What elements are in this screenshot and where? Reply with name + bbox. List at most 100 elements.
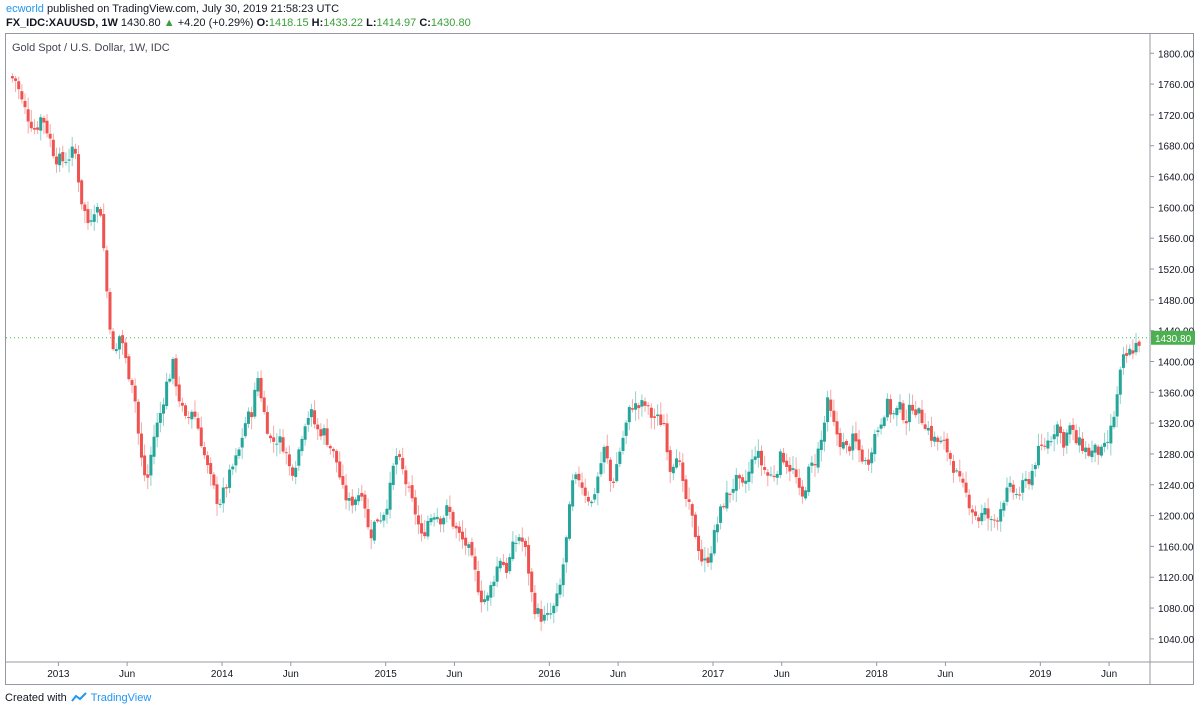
candle-body <box>561 564 565 586</box>
candle-body <box>105 250 109 292</box>
open-label: O: <box>256 17 269 29</box>
candle-body <box>394 455 398 465</box>
candle-body <box>309 409 313 418</box>
candle-body <box>996 520 1000 522</box>
candle-body <box>1074 430 1078 444</box>
candle-body <box>596 476 600 494</box>
candle-body <box>706 557 710 563</box>
y-tick-label: 1520.00 <box>1158 265 1195 276</box>
candle-body <box>848 446 852 452</box>
tradingview-brand[interactable]: TradingView <box>90 692 152 704</box>
candle-body <box>933 436 937 442</box>
candle-body <box>376 519 380 522</box>
candle-body <box>1005 487 1009 502</box>
candle-body <box>353 499 357 505</box>
candle-body <box>193 411 197 417</box>
candle-body <box>322 428 326 436</box>
candle-body <box>564 537 568 563</box>
candle-body <box>1055 424 1059 437</box>
candle-body <box>668 450 672 472</box>
candle-body <box>319 429 323 437</box>
candle-body <box>1036 445 1040 466</box>
candle-body <box>442 517 446 525</box>
candle-body <box>423 532 427 537</box>
candle-body <box>1040 444 1044 446</box>
symbol-label: FX_IDC:XAUUSD, 1W <box>6 17 118 29</box>
x-tick-label: 2019 <box>1029 669 1052 680</box>
candle-body <box>479 590 483 603</box>
candle-body <box>303 426 307 440</box>
candle-body <box>460 531 464 540</box>
candle-body <box>882 417 886 427</box>
candle-body <box>325 428 329 445</box>
candle-body <box>851 433 855 451</box>
candle-body <box>719 506 723 523</box>
candle-body <box>86 209 90 224</box>
candle-body <box>83 204 87 211</box>
candle-body <box>501 561 505 565</box>
candle-body <box>1131 350 1135 354</box>
candle-body <box>652 416 656 418</box>
candle-body <box>498 560 502 569</box>
y-tick-label: 1080.00 <box>1158 604 1195 615</box>
candle-body <box>177 384 181 402</box>
candle-body <box>1112 416 1116 428</box>
candle-body <box>1043 445 1047 447</box>
candle-body <box>237 449 241 456</box>
candle-body <box>133 385 137 402</box>
candle-body <box>580 482 584 488</box>
x-tick-label: Jun <box>774 669 790 680</box>
candle-body <box>272 437 276 442</box>
author-link[interactable]: ecworld <box>6 3 44 15</box>
candle-body <box>517 537 521 541</box>
y-tick-label: 1760.00 <box>1158 80 1195 91</box>
candle-body <box>1118 369 1122 395</box>
candle-body <box>92 214 96 222</box>
candle-body <box>841 442 845 449</box>
candle-body <box>542 614 546 621</box>
candle-body <box>420 523 424 534</box>
candle-body <box>772 475 776 478</box>
candle-body <box>700 549 704 562</box>
chart-frame[interactable] <box>5 33 1194 685</box>
candle-body <box>168 378 172 382</box>
candle-body <box>675 458 679 468</box>
candle-body <box>876 430 880 433</box>
candle-body <box>218 503 222 505</box>
candle-body <box>747 471 751 482</box>
candle-body <box>158 413 162 423</box>
y-tick-label: 1280.00 <box>1158 450 1195 461</box>
last-price-label: 1430.80 <box>1155 334 1192 345</box>
candle-body <box>939 440 943 443</box>
x-tick-label: Jun <box>937 669 953 680</box>
candle-body <box>152 436 156 457</box>
y-tick-label: 1680.00 <box>1158 142 1195 153</box>
candle-body <box>756 450 760 458</box>
last-price-tag <box>1151 330 1195 345</box>
candle-body <box>363 494 367 509</box>
last-price: 1430.80 <box>120 17 161 29</box>
candle-body <box>1090 450 1094 458</box>
candle-body <box>1121 354 1125 368</box>
candle-body <box>1033 465 1037 470</box>
candle-body <box>1021 480 1025 493</box>
x-tick-label: Jun <box>610 669 626 680</box>
candle-body <box>917 408 921 414</box>
candle-body <box>813 464 817 466</box>
candle-body <box>605 445 609 459</box>
candle-body <box>117 336 121 350</box>
candle-body <box>190 411 194 420</box>
candle-body <box>822 422 826 442</box>
candle-body <box>539 609 543 622</box>
candle-body <box>495 566 499 582</box>
candle-body <box>769 474 773 476</box>
candle-body <box>1096 446 1100 455</box>
candle-body <box>48 133 52 139</box>
candle-body <box>231 466 235 470</box>
candle-body <box>1062 432 1066 448</box>
candle-body <box>171 358 175 379</box>
candle-body <box>240 437 244 448</box>
candle-body <box>136 401 140 434</box>
candle-body <box>347 498 351 501</box>
